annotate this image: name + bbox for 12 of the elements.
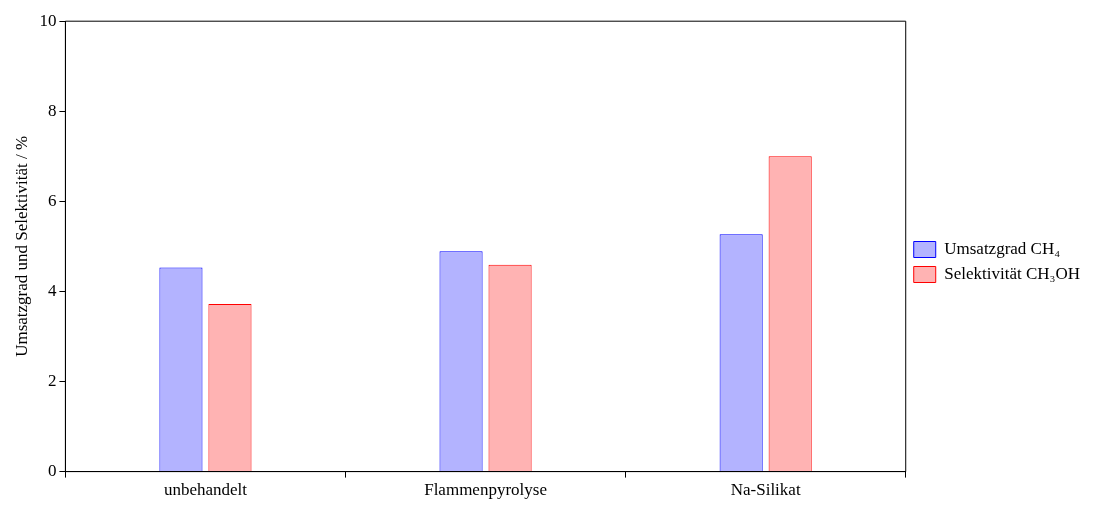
y-tick-label: 10: [39, 10, 57, 30]
y-tick-label: 2: [47, 370, 57, 390]
y-tick-label: 6: [47, 190, 57, 210]
legend-label: Selektivität CH₃OH: [944, 263, 1081, 283]
x-tick-label: Na-Silikat: [730, 480, 801, 500]
legend-label: Umsatzgrad CH₄: [944, 238, 1061, 258]
y-tick-label: 0: [47, 461, 57, 481]
x-tick-label: Flammenpyrolyse: [424, 480, 547, 500]
y-tick-label: 4: [47, 280, 57, 300]
y-tick-label: 8: [47, 100, 57, 120]
x-tick-label: unbehandelt: [163, 480, 248, 500]
y-axis-title: Umsatzgrad und Selektivität / %: [11, 135, 31, 357]
